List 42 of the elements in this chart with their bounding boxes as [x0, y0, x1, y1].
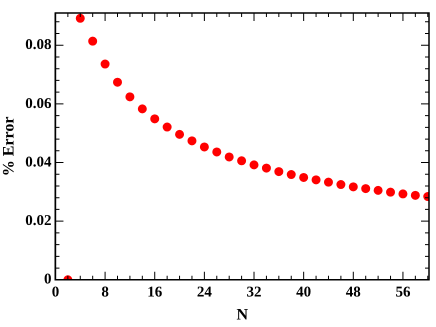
y-tick-label: 0.02: [25, 213, 52, 230]
point: [299, 172, 308, 182]
point: [138, 104, 147, 114]
y-tick-label: 0: [44, 272, 52, 288]
point: [200, 142, 209, 152]
point: [336, 180, 346, 190]
point: [150, 114, 160, 124]
y-axis-title: % Error: [0, 116, 18, 176]
point: [361, 184, 370, 194]
point: [324, 178, 333, 187]
point: [398, 189, 408, 198]
x-tick-label: 40: [296, 284, 312, 301]
point: [250, 160, 259, 170]
x-tick-label: 8: [101, 284, 109, 301]
point: [88, 36, 98, 46]
y-tick-label: 0.06: [25, 96, 52, 112]
point: [312, 175, 321, 184]
y-tick-label: 0.08: [25, 37, 52, 54]
point: [374, 186, 383, 195]
x-tick-label: 16: [147, 284, 163, 301]
point: [237, 156, 246, 166]
point: [262, 164, 271, 173]
point: [212, 147, 222, 156]
x-tick-label: 56: [395, 284, 411, 301]
point: [76, 14, 85, 23]
x-tick-label: 48: [346, 284, 361, 301]
point: [286, 170, 296, 180]
point: [386, 188, 396, 197]
point: [224, 152, 234, 162]
point: [100, 60, 110, 69]
point: [113, 78, 122, 87]
point: [410, 190, 420, 200]
x-tick-label: 32: [246, 284, 262, 301]
point: [125, 92, 134, 102]
point: [274, 167, 284, 176]
y-tick-label: 0.04: [25, 154, 52, 170]
point: [162, 122, 172, 132]
point: [175, 130, 184, 139]
x-axis-title: N: [236, 306, 248, 324]
point: [348, 182, 358, 192]
x-tick-label: 24: [196, 284, 212, 301]
point: [187, 136, 196, 146]
